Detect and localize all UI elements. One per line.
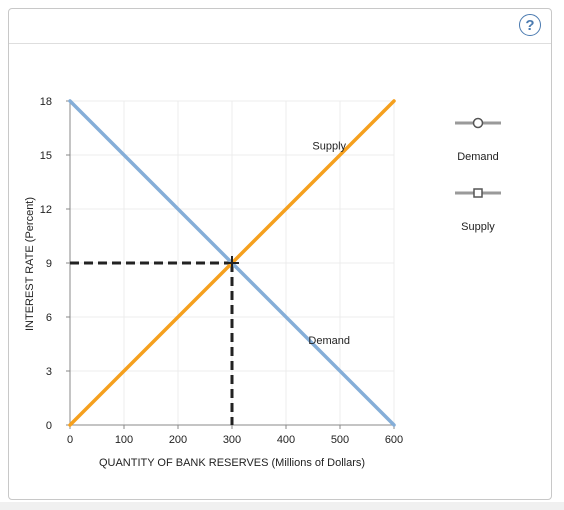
legend: Demand Supply	[455, 117, 501, 233]
equilibrium-marker	[225, 256, 239, 270]
curve-label-demand: Demand	[308, 335, 350, 347]
x-tick-label: 100	[115, 434, 133, 446]
legend-label: Demand	[457, 151, 499, 163]
x-tick-label: 300	[223, 434, 241, 446]
tick-labels: 0 100 200 300 400 500 600 0 3 6 9 12 15 18	[40, 96, 403, 446]
y-tick-label: 15	[40, 150, 52, 162]
curve-labels: Supply Demand	[308, 141, 350, 347]
x-tick-label: 500	[331, 434, 349, 446]
legend-square-marker	[473, 188, 483, 198]
y-tick-label: 12	[40, 204, 52, 216]
x-axis-label: QUANTITY OF BANK RESERVES (Millions of D…	[99, 457, 365, 469]
graph-panel: ?	[8, 8, 552, 500]
y-tick-label: 3	[46, 366, 52, 378]
legend-item-supply[interactable]: Supply	[455, 188, 501, 233]
legend-label: Supply	[461, 221, 495, 233]
bottom-strip	[0, 502, 564, 510]
x-tick-label: 0	[67, 434, 73, 446]
help-icon[interactable]: ?	[519, 14, 541, 36]
y-tick-label: 18	[40, 96, 52, 108]
y-tick-label: 6	[46, 312, 52, 324]
equilibrium-guides	[70, 261, 234, 425]
x-tick-label: 400	[277, 434, 295, 446]
panel-toolbar: ?	[9, 9, 551, 44]
x-tick-label: 200	[169, 434, 187, 446]
x-tick-label: 600	[385, 434, 403, 446]
legend-circle-marker	[472, 117, 484, 129]
y-tick-label: 9	[46, 258, 52, 270]
y-axis-label: INTEREST RATE (Percent)	[24, 197, 36, 331]
y-tick-label: 0	[46, 420, 52, 432]
legend-item-demand[interactable]: Demand	[455, 117, 501, 164]
curve-label-supply: Supply	[312, 141, 346, 153]
